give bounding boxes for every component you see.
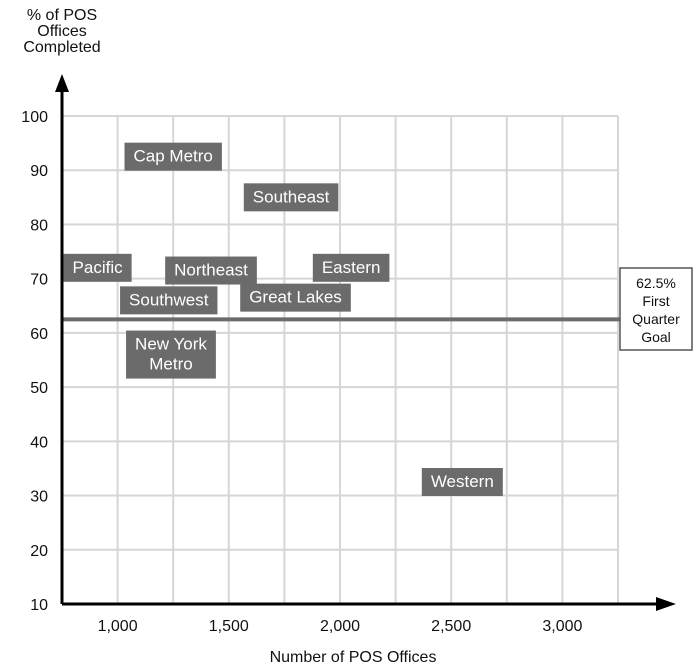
data-labels: Cap Metro Southeast Pacific Northeast Easter…	[63, 142, 503, 496]
data-label-box	[421, 468, 503, 496]
x-tick-label: 3,000	[542, 618, 582, 635]
y-tick-label: 90	[30, 163, 48, 180]
y-tick-label: 30	[30, 489, 48, 506]
goal-line-group: 62.5% First Quarter Goal	[62, 267, 693, 351]
data-label-text: Great Lakes	[249, 288, 342, 307]
y-tick-label: 40	[30, 434, 48, 451]
goal-label-box	[619, 267, 693, 351]
data-label-text: New York	[135, 335, 207, 354]
y-tick-label: 10	[30, 597, 48, 614]
y-axis-title: Offices	[37, 23, 87, 40]
data-point-label: Great Lakes	[240, 283, 351, 312]
data-label-text: Western	[431, 472, 494, 491]
y-tick-label: 100	[21, 109, 48, 126]
data-point-label: Southwest	[120, 286, 218, 315]
data-point-label: Pacific	[63, 253, 132, 282]
x-tick-label: 2,000	[320, 618, 360, 635]
axes: 10 20 30 40 50 60 70 80 90 100 1,000 1,500 2,000 2,50…	[21, 74, 676, 635]
x-axis-title: Number of POS Offices	[270, 649, 437, 666]
data-label-text: Metro	[149, 355, 192, 374]
data-label-box	[63, 253, 132, 282]
data-label-text: Eastern	[322, 258, 381, 277]
x-tick-label: 1,500	[209, 618, 249, 635]
y-tick-label: 70	[30, 272, 48, 289]
goal-label-text: First	[642, 293, 669, 309]
data-label-text: Southeast	[253, 187, 330, 206]
y-tick-label: 60	[30, 326, 48, 343]
data-label-box	[312, 253, 390, 282]
data-label-box	[126, 330, 216, 379]
data-label-box	[243, 183, 339, 212]
data-label-box	[165, 256, 257, 285]
data-point-label: Cap Metro	[124, 142, 222, 171]
goal-label-text: Goal	[641, 329, 671, 345]
y-axis-title: Completed	[23, 39, 100, 56]
x-axis-arrow	[656, 597, 676, 611]
goal-label-text: 62.5%	[636, 275, 676, 291]
data-point-label: Southeast	[243, 183, 339, 212]
data-label-box	[240, 283, 351, 312]
x-tick-label: 1,000	[98, 618, 138, 635]
data-label-text: Cap Metro	[134, 147, 213, 166]
data-point-label: Eastern	[312, 253, 390, 282]
data-label-text: Pacific	[73, 258, 124, 277]
data-label-text: Southwest	[129, 290, 209, 309]
x-tick-label: 2,500	[431, 618, 471, 635]
data-label-box	[120, 286, 218, 315]
data-point-label: Northeast	[165, 256, 257, 285]
y-tick-label: 20	[30, 543, 48, 560]
data-label-box	[124, 142, 222, 171]
data-label-text: Northeast	[174, 261, 248, 280]
y-tick-label: 80	[30, 217, 48, 234]
data-point-label: Western	[421, 468, 503, 496]
goal-label-text: Quarter	[632, 311, 680, 327]
grid	[62, 115, 619, 604]
y-tick-label: 50	[30, 380, 48, 397]
y-axis-arrow	[55, 74, 69, 92]
y-axis-title: % of POS	[27, 7, 97, 24]
